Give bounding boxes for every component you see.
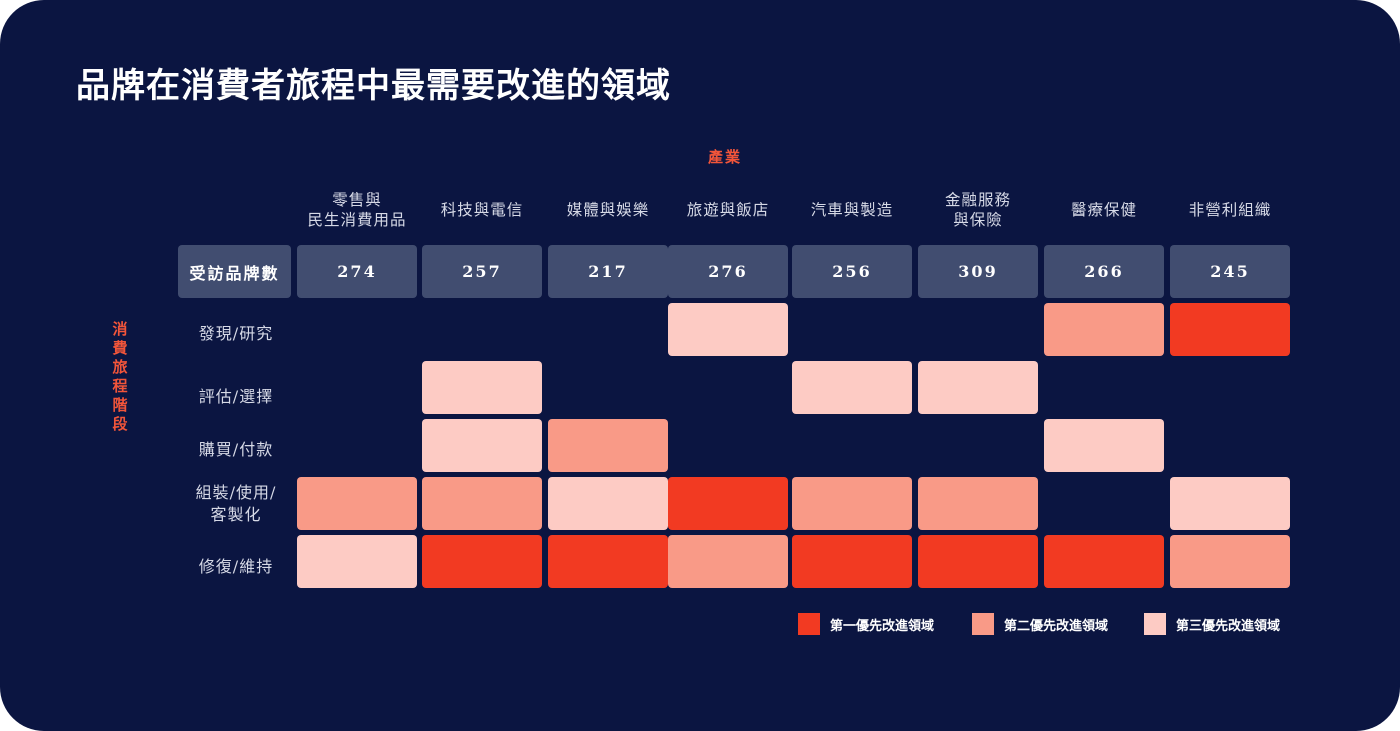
heatmap-cell-priority-2 — [1170, 535, 1290, 588]
heatmap-cell-priority-3 — [422, 361, 542, 414]
brand-count-cell: 309 — [918, 245, 1038, 298]
heatmap-cell-priority-2 — [1044, 303, 1164, 356]
brand-count-cell: 276 — [668, 245, 788, 298]
y-axis-label: 消費旅程階段 — [112, 320, 128, 433]
heatmap-cell-priority-3 — [918, 361, 1038, 414]
brand-count-row-label: 受訪品牌數 — [178, 245, 291, 298]
legend-item-priority-1: 第一優先改進領域 — [798, 613, 934, 635]
heatmap-cell-priority-3 — [297, 535, 417, 588]
x-axis-label: 產業 — [707, 148, 742, 166]
industry-header: 媒體與娛樂 — [566, 201, 650, 219]
heatmap-cell-priority-2 — [297, 477, 417, 530]
brand-count-cell: 257 — [422, 245, 542, 298]
legend-item-priority-3: 第三優先改進領域 — [1144, 613, 1280, 635]
heatmap-cell-priority-2 — [548, 419, 668, 472]
industry-header: 旅遊與飯店 — [686, 201, 770, 219]
brand-count-cell: 274 — [297, 245, 417, 298]
industry-header: 醫療保健 — [1070, 201, 1137, 219]
brand-count-cell: 266 — [1044, 245, 1164, 298]
heatmap-cell-priority-2 — [918, 477, 1038, 530]
legend-swatch-priority-3 — [1144, 613, 1166, 635]
heatmap-cell-priority-1 — [1170, 303, 1290, 356]
heatmap-cell-priority-2 — [422, 477, 542, 530]
heatmap-cell-priority-1 — [548, 535, 668, 588]
legend-label: 第二優先改進領域 — [1004, 618, 1109, 634]
brand-count-cell: 245 — [1170, 245, 1290, 298]
heatmap-cell-priority-2 — [668, 535, 788, 588]
chart-title: 品牌在消費者旅程中最需要改進的領域 — [76, 66, 671, 106]
industry-header: 金融服務 與保險 — [944, 191, 1011, 229]
heatmap-cell-priority-3 — [1044, 419, 1164, 472]
brand-count-cell: 256 — [792, 245, 912, 298]
heatmap-cell-priority-1 — [792, 535, 912, 588]
stage-label: 評估/選擇 — [198, 386, 274, 406]
industry-header: 汽車與製造 — [810, 201, 894, 219]
heatmap-cell-priority-3 — [548, 477, 668, 530]
legend-swatch-priority-1 — [798, 613, 820, 635]
legend-label: 第三優先改進領域 — [1176, 618, 1281, 634]
stage-label: 修復/維持 — [198, 556, 274, 576]
heatmap-cell-priority-1 — [918, 535, 1038, 588]
heatmap-cell-priority-3 — [422, 419, 542, 472]
legend-label: 第一優先改進領域 — [830, 618, 935, 634]
brand-count-cell: 217 — [548, 245, 668, 298]
heatmap-cell-priority-1 — [668, 477, 788, 530]
heatmap-cell-priority-3 — [792, 361, 912, 414]
stage-label: 購買/付款 — [198, 439, 274, 459]
heatmap-cell-priority-3 — [1170, 477, 1290, 530]
legend-swatch-priority-2 — [972, 613, 994, 635]
heatmap-cell-priority-1 — [1044, 535, 1164, 588]
industry-header: 非營利組織 — [1188, 201, 1272, 219]
industry-header: 零售與 民生消費用品 — [307, 191, 407, 229]
heatmap-cell-priority-2 — [792, 477, 912, 530]
heatmap-cell-priority-1 — [422, 535, 542, 588]
heatmap-cell-priority-3 — [668, 303, 788, 356]
industry-header: 科技與電信 — [440, 201, 524, 219]
stage-label: 組裝/使用/ 客製化 — [195, 482, 277, 524]
legend-item-priority-2: 第二優先改進領域 — [972, 613, 1108, 635]
brand-count-label-text: 受訪品牌數 — [189, 263, 280, 283]
stage-label: 發現/研究 — [198, 323, 274, 343]
